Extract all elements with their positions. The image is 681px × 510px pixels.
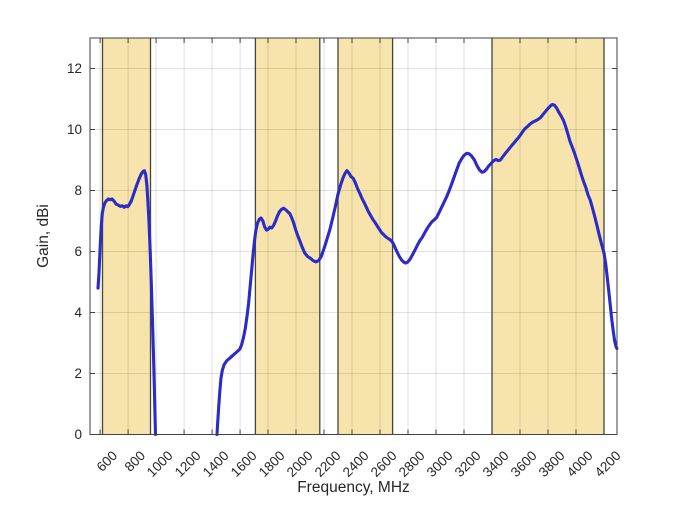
shaded-band <box>102 38 151 435</box>
shaded-band <box>492 38 604 435</box>
gain-curve <box>96 102 619 437</box>
axes-box <box>89 37 618 435</box>
shaded-band <box>255 38 320 435</box>
